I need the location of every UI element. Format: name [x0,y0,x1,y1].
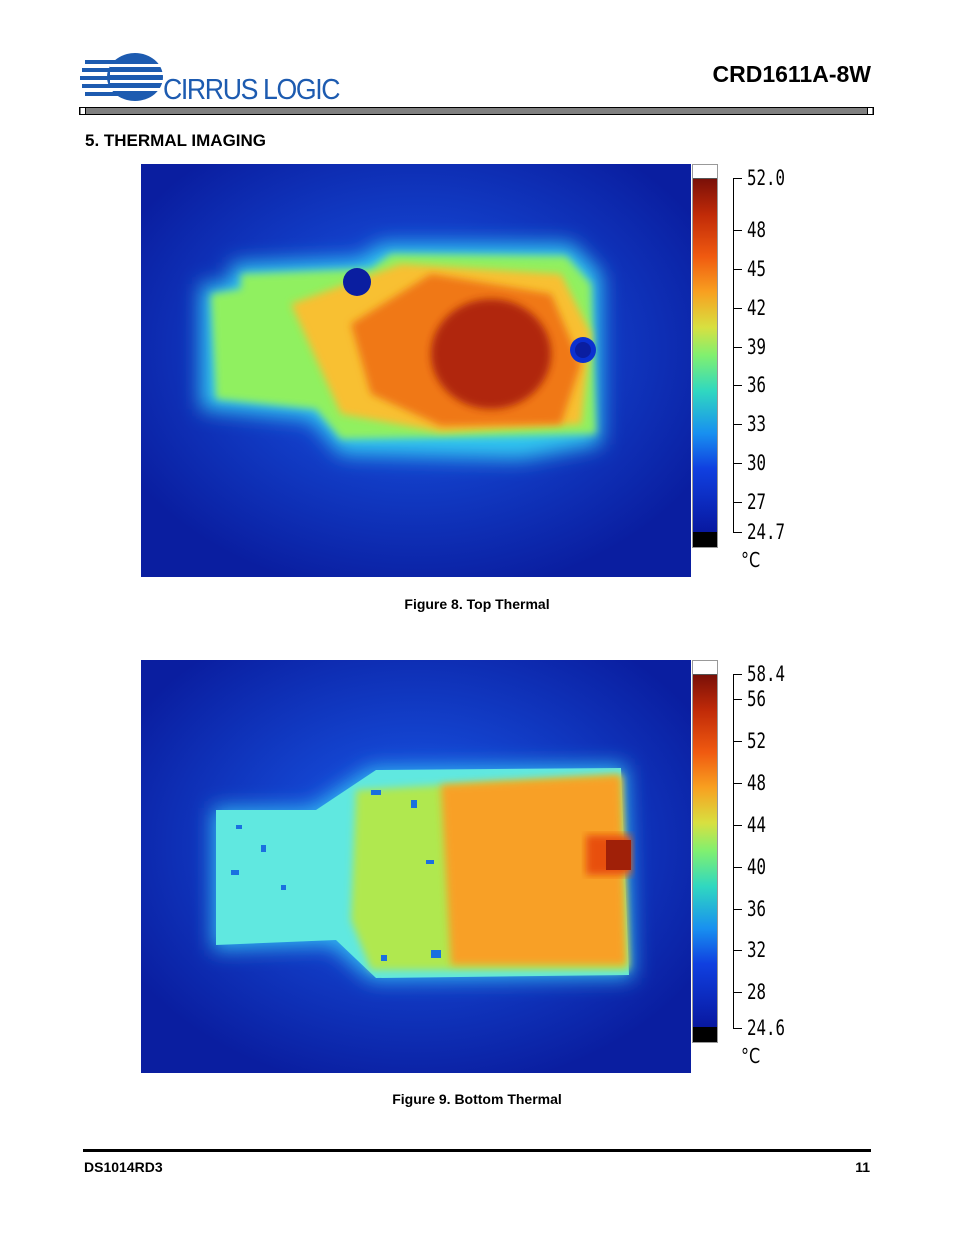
scale-tick-label: 32 [747,938,766,963]
scale-tick-label: 56 [747,687,766,712]
figure-caption: Figure 9. Bottom Thermal [392,1091,562,1107]
document-title: CRD1611A-8W [712,61,872,87]
logo-text: CIRRUS LOGIC [163,74,341,106]
colorbar-bottom [692,660,718,1043]
header-rule [79,107,874,115]
unit-label: °C [741,548,761,572]
footer-rule [83,1149,871,1152]
cirrus-logic-logo [80,52,355,107]
scale-tick-label: 27 [747,490,766,515]
scale-tick-label: 58.4 [747,662,785,686]
footer-page-number: 11 [855,1159,870,1175]
scale-tick-label: 36 [747,373,766,398]
bottom-thermal-image [141,660,691,1073]
unit-label: °C [741,1044,761,1068]
scale-tick-label: 48 [747,217,766,242]
top-thermal-image [141,164,691,577]
scale-tick-label: 36 [747,896,766,921]
scale-tick-label: 52 [747,729,766,754]
temperature-scale-bottom: 58.4 56 52 48 44 40 36 32 28 24.6 [733,662,803,1040]
scale-tick-label: 42 [747,295,766,320]
scale-tick-label: 39 [747,334,766,359]
section-heading: 5. THERMAL IMAGING [85,131,267,150]
scale-tick-label: 30 [747,451,766,476]
colorbar-top [692,164,718,548]
scale-tick-label: 40 [747,854,766,879]
figure-caption: Figure 8. Top Thermal [404,596,550,612]
scale-tick-label: 33 [747,412,766,437]
scale-tick-label: 52.0 [747,166,785,190]
scale-tick-label: 45 [747,256,766,281]
footer-doc-id: DS1014RD3 [84,1159,163,1175]
temperature-scale-top: 52.0 48 45 42 39 36 33 30 27 24.7 [733,166,803,544]
scale-tick-label: 28 [747,980,766,1005]
scale-tick-label: 24.6 [747,1016,785,1040]
scale-tick-label: 24.7 [747,520,785,544]
scale-tick-label: 48 [747,770,766,795]
scale-tick-label: 44 [747,812,766,837]
